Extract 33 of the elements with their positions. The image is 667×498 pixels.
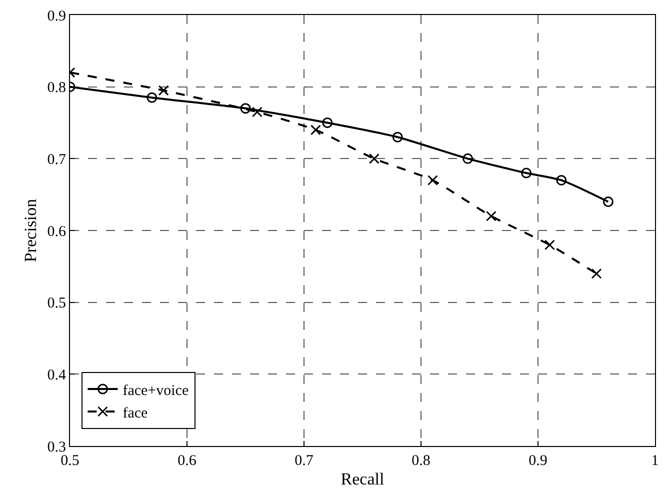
point bbox=[591, 268, 602, 279]
point bbox=[322, 118, 333, 128]
point bbox=[158, 85, 169, 96]
point bbox=[462, 153, 474, 164]
x-tick-label: 0.9 bbox=[528, 453, 548, 469]
point bbox=[252, 106, 262, 118]
y-tick-label: 0.6 bbox=[47, 224, 66, 240]
point bbox=[392, 132, 403, 142]
point bbox=[240, 103, 251, 114]
point bbox=[368, 153, 380, 164]
point bbox=[602, 196, 614, 208]
point bbox=[310, 124, 321, 136]
point bbox=[427, 174, 438, 186]
legend-label: face+voice bbox=[122, 382, 189, 399]
y-tick-label: 0.5 bbox=[47, 296, 66, 312]
y-axis-title: Precision bbox=[20, 198, 40, 262]
y-tick-label: 0.3 bbox=[47, 439, 66, 456]
point bbox=[521, 168, 532, 178]
point bbox=[486, 210, 496, 222]
y-tick-label: 0.4 bbox=[47, 367, 66, 384]
x-tick-label: 1 bbox=[651, 453, 659, 469]
point bbox=[556, 174, 567, 186]
x-tick-label: 0.6 bbox=[178, 453, 197, 469]
y-tick-label: 0.8 bbox=[47, 80, 66, 96]
legend-label: face bbox=[122, 405, 148, 422]
x-axis-title: Recall bbox=[340, 469, 384, 488]
point bbox=[146, 92, 158, 103]
x-tick-label: 0.7 bbox=[294, 453, 314, 469]
y-tick-label: 0.7 bbox=[47, 152, 66, 168]
point bbox=[544, 240, 555, 250]
x-tick-label: 0.5 bbox=[60, 453, 80, 469]
x-tick-label: 0.8 bbox=[412, 453, 430, 469]
y-tick-label: 0.9 bbox=[47, 8, 66, 24]
